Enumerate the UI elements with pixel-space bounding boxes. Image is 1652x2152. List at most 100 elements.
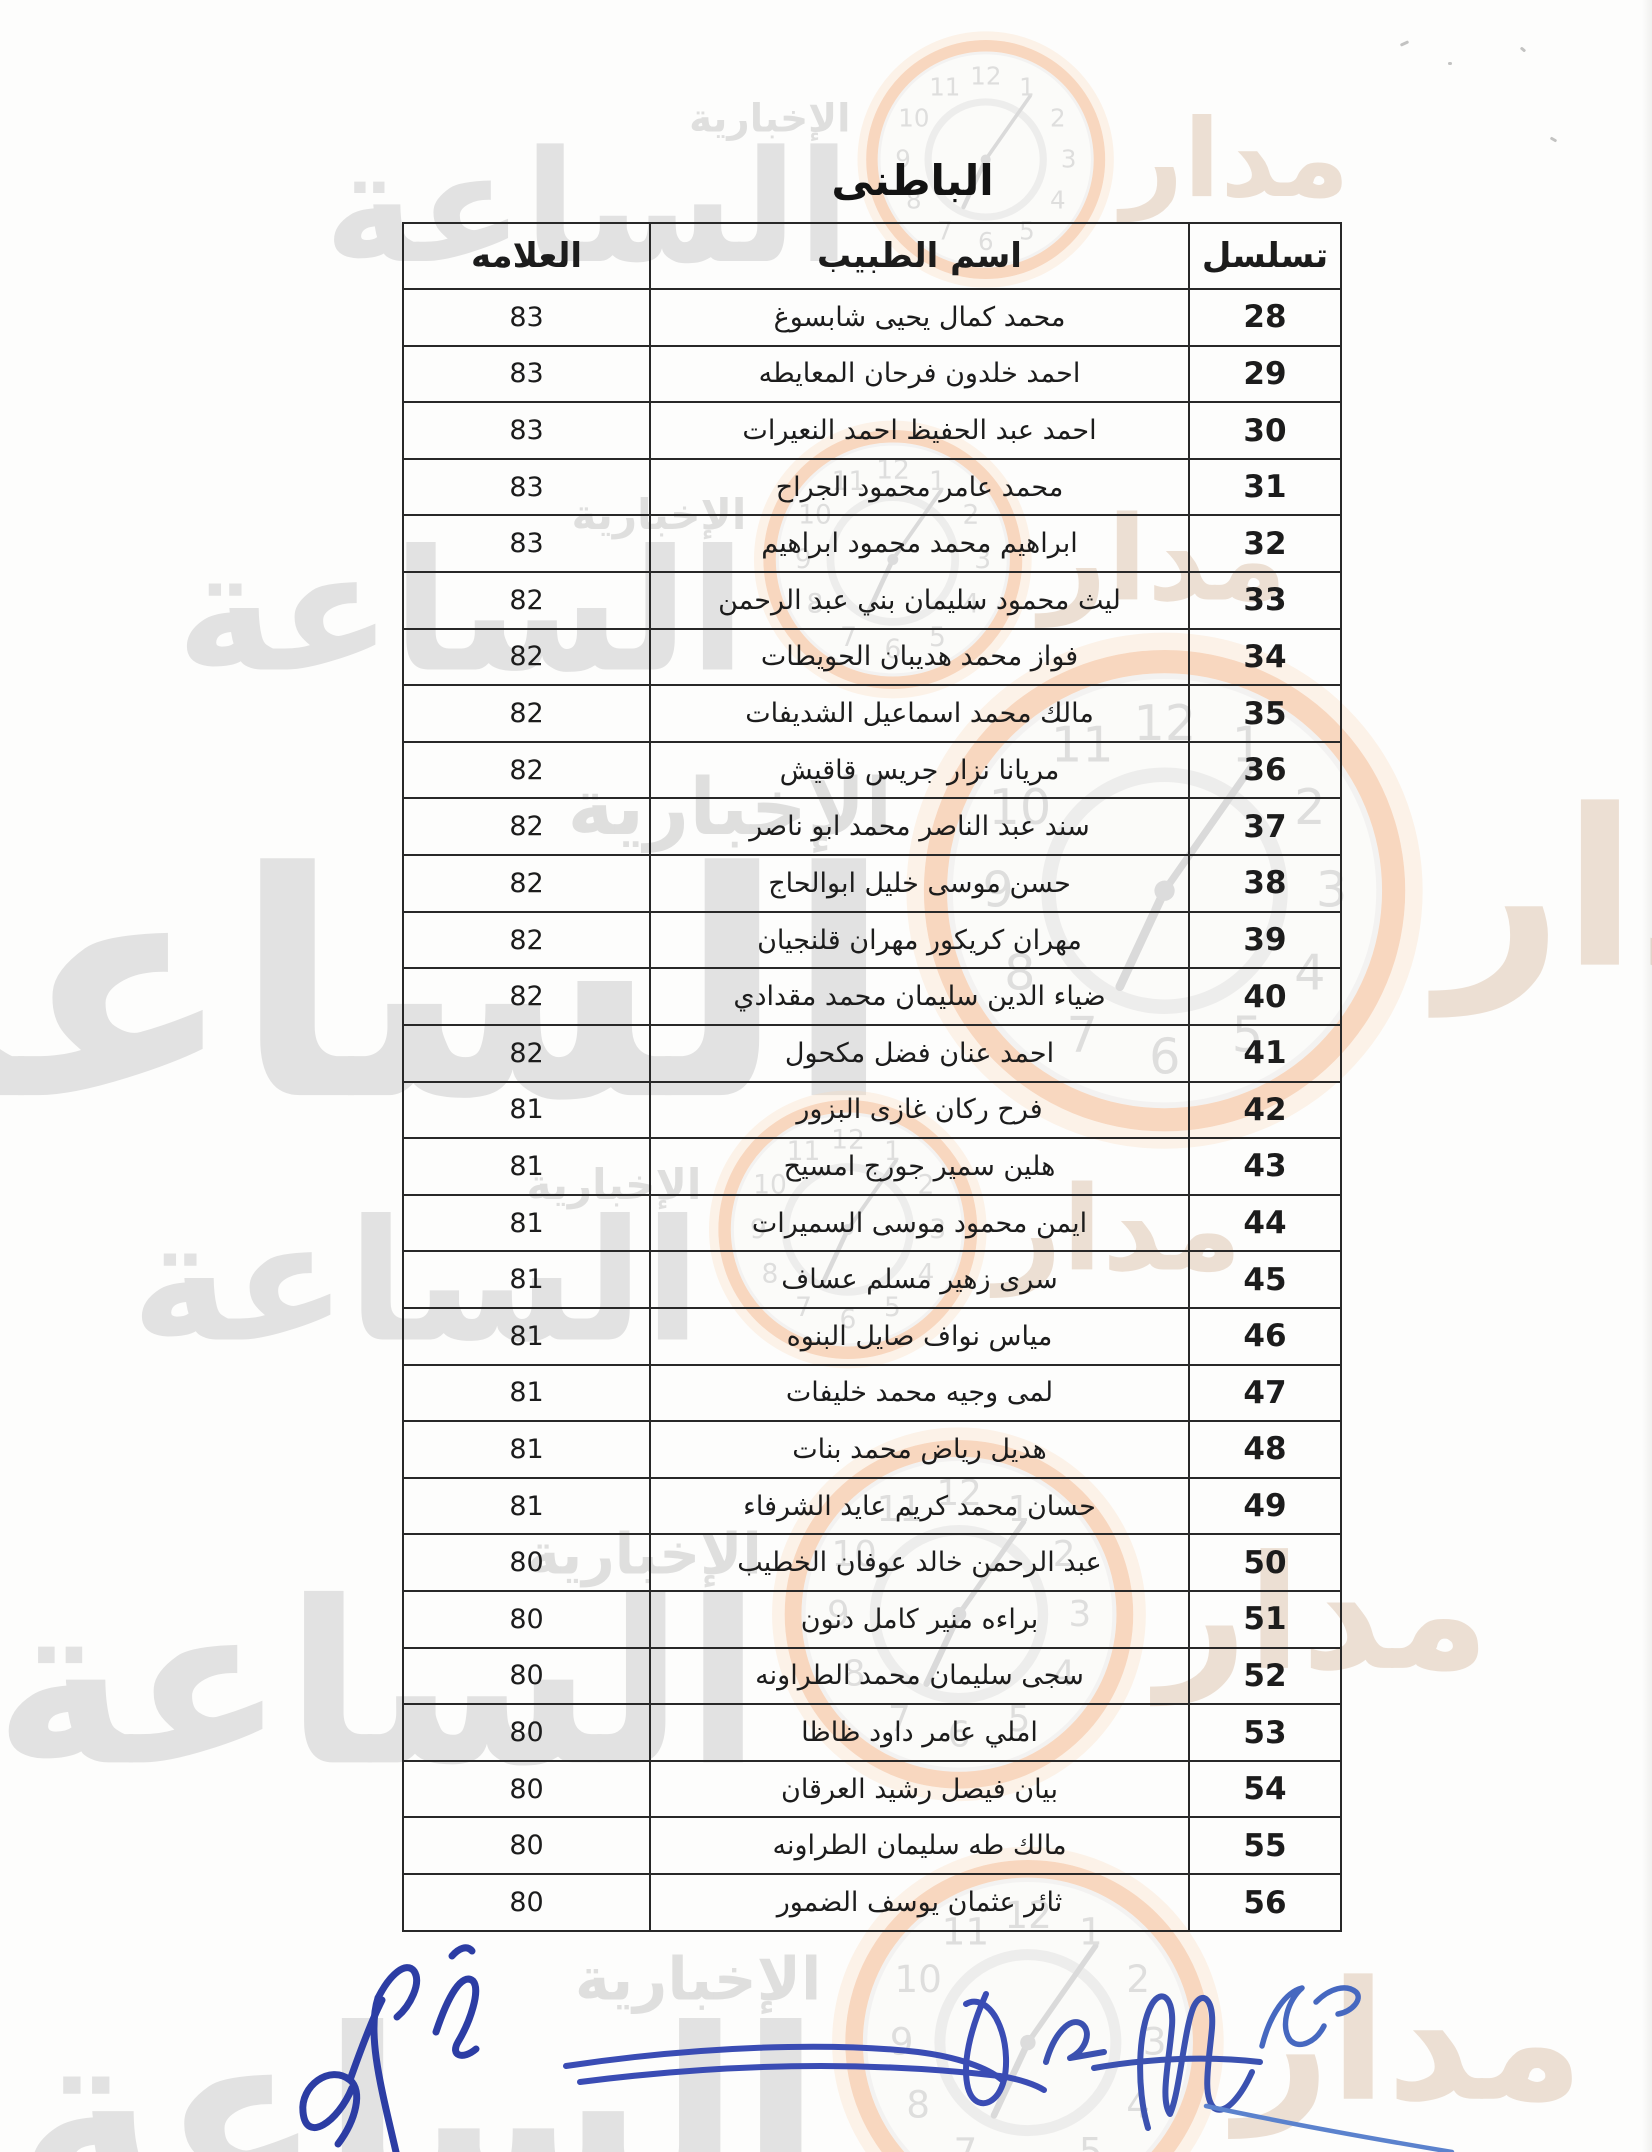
- serial-cell: 51: [1188, 1590, 1342, 1649]
- clock-numeral: 4: [1126, 2083, 1151, 2128]
- doctor-name-cell: مالك طه سليمان الطراونه: [649, 1816, 1190, 1876]
- watermark-text-block: الإخبارية الساعة: [17, 1945, 821, 2152]
- doctor-name-cell: ابراهيم محمد محمود ابراهيم: [649, 514, 1190, 574]
- header-row: تسلسل اسم الطبيب العلامه: [402, 222, 1342, 290]
- signature-5: [1203, 2103, 1455, 2152]
- doctor-name-cell: سجى سليمان محمد الطراونه: [649, 1646, 1190, 1706]
- doctor-name-cell: هديل رياض محمد بنات: [649, 1420, 1190, 1479]
- table-row: 54 بيان فيصل رشيد العرقان 80: [402, 1759, 1342, 1819]
- clock-numeral: 12: [970, 62, 1002, 92]
- doctor-name-cell: فواز محمد هديبان الحويطات: [649, 627, 1190, 687]
- table-row: 34 فواز محمد هديبان الحويطات 82: [402, 627, 1342, 687]
- serial-cell: 52: [1188, 1646, 1342, 1706]
- table-row: 45 سرى زهير مسلم عساف 81: [402, 1250, 1342, 1309]
- serial-cell: 56: [1188, 1873, 1342, 1932]
- mark-cell: 81: [402, 1306, 651, 1366]
- doctor-name-cell: فرح ركان غازى البزور: [649, 1080, 1190, 1140]
- mark-cell: 81: [402, 1476, 651, 1536]
- clock-numeral: 8: [906, 2083, 931, 2128]
- doctor-name-cell: سرى زهير مسلم عساف: [649, 1250, 1190, 1309]
- serial-cell: 38: [1188, 854, 1342, 913]
- table-row: 46 مياس نواف صايل البنوه 81: [402, 1306, 1342, 1366]
- doctor-name-cell: عبد الرحمن خالد عوفان الخطيب: [649, 1533, 1190, 1593]
- mark-cell: 83: [402, 401, 651, 460]
- table-row: 30 احمد عبد الحفيظ احمد النعيرات 83: [402, 401, 1342, 460]
- doctor-name-cell: مالك محمد اسماعيل الشديفات: [649, 684, 1190, 743]
- mark-cell: 82: [402, 1023, 651, 1083]
- doctor-name-cell: حسن موسى خليل ابوالحاج: [649, 854, 1190, 913]
- mark-cell: 80: [402, 1646, 651, 1706]
- signature-1: [299, 1944, 480, 2152]
- watermark-subtitle: الإخبارية: [689, 95, 851, 141]
- doctor-name-cell: مياس نواف صايل البنوه: [649, 1306, 1190, 1366]
- header-mark: العلامه: [402, 222, 651, 290]
- serial-cell: 28: [1188, 288, 1342, 347]
- doctor-name-cell: حسان محمد كريم عايد الشرفاء: [649, 1476, 1190, 1536]
- table-row: 33 ليث محمود سليمان بني عبد الرحمن 82: [402, 571, 1342, 630]
- table-row: 38 حسن موسى خليل ابوالحاج 82: [402, 854, 1342, 913]
- header-doctor-name: اسم الطبيب: [649, 222, 1190, 290]
- serial-cell: 54: [1188, 1759, 1342, 1819]
- clock-numeral: 1: [1019, 73, 1035, 102]
- table-row: 50 عبد الرحمن خالد عوفان الخطيب 80: [402, 1533, 1342, 1593]
- serial-cell: 49: [1188, 1476, 1342, 1536]
- doctor-name-cell: محمد عامر محمود الجراح: [649, 457, 1190, 517]
- mark-cell: 81: [402, 1193, 651, 1253]
- mark-cell: 83: [402, 288, 651, 347]
- table-row: 35 مالك محمد اسماعيل الشديفات 82: [402, 684, 1342, 743]
- serial-cell: 33: [1188, 571, 1342, 630]
- mark-cell: 80: [402, 1873, 651, 1932]
- table-row: 42 فرح ركان غازى البزور 81: [402, 1080, 1342, 1140]
- table-body: 28 محمد كمال يحيى شابسوغ 83 29 احمد خلدو…: [402, 288, 1342, 1932]
- clock-numeral: 6: [1016, 2147, 1040, 2152]
- clock-numeral: 2: [1126, 1957, 1151, 2002]
- table-header: تسلسل اسم الطبيب العلامه: [402, 222, 1342, 290]
- table-row: 43 هلين سمير جورج امسيح 81: [402, 1137, 1342, 1196]
- doctor-name-cell: مهران كريكور مهران قلنجيان: [649, 910, 1190, 970]
- mark-cell: 80: [402, 1533, 651, 1593]
- doctor-name-cell: ايمن محمود موسى السميرات: [649, 1193, 1190, 1253]
- table-row: 29 احمد خلدون فرحان المعايطه 83: [402, 344, 1342, 404]
- serial-cell: 36: [1188, 740, 1342, 800]
- clock-numeral: 2: [1050, 104, 1066, 133]
- mark-cell: 82: [402, 797, 651, 857]
- table-row: 32 ابراهيم محمد محمود ابراهيم 83: [402, 514, 1342, 574]
- mark-cell: 80: [402, 1759, 651, 1819]
- scan-speck: [1399, 40, 1410, 47]
- doctor-name-cell: براءه منير كامل دنون: [649, 1590, 1190, 1649]
- serial-cell: 31: [1188, 457, 1342, 517]
- table-row: 39 مهران كريكور مهران قلنجيان 82: [402, 910, 1342, 970]
- serial-cell: 43: [1188, 1137, 1342, 1196]
- mark-cell: 82: [402, 684, 651, 743]
- serial-cell: 44: [1188, 1193, 1342, 1253]
- watermark-subtitle: الإخبارية: [574, 1944, 822, 2015]
- serial-cell: 48: [1188, 1420, 1342, 1479]
- doctor-name-cell: مريانا نزار جريس قاقيش: [649, 740, 1190, 800]
- serial-cell: 46: [1188, 1306, 1342, 1366]
- table-row: 53 املي عامر داود ظاظا 80: [402, 1703, 1342, 1762]
- serial-cell: 47: [1188, 1363, 1342, 1423]
- mark-cell: 82: [402, 967, 651, 1026]
- scan-edge-shade: [1642, 0, 1652, 2152]
- doctor-name-cell: ليث محمود سليمان بني عبد الرحمن: [649, 571, 1190, 630]
- scan-speck: [1519, 46, 1527, 53]
- clock-numeral: 11: [929, 73, 961, 102]
- mark-cell: 82: [402, 910, 651, 970]
- clock-numeral: 9: [889, 2020, 914, 2065]
- table-row: 55 مالك طه سليمان الطراونه 80: [402, 1816, 1342, 1876]
- table-row: 37 سند عبد الناصر محمد ابو ناصر 82: [402, 797, 1342, 857]
- serial-cell: 50: [1188, 1533, 1342, 1593]
- doctor-name-cell: ثائر عثمان يوسف الضمور: [649, 1873, 1190, 1932]
- watermark-brand: الساعة: [17, 1977, 822, 2152]
- table-row: 49 حسان محمد كريم عايد الشرفاء 81: [402, 1476, 1342, 1536]
- mark-cell: 80: [402, 1816, 651, 1876]
- mark-cell: 83: [402, 344, 651, 404]
- table-row: 36 مريانا نزار جريس قاقيش 82: [402, 740, 1342, 800]
- serial-cell: 42: [1188, 1080, 1342, 1140]
- serial-cell: 29: [1188, 344, 1342, 404]
- doctor-name-cell: املي عامر داود ظاظا: [649, 1703, 1190, 1762]
- doctor-name-cell: محمد كمال يحيى شابسوغ: [649, 288, 1190, 347]
- table-row: 41 احمد عنان فضل مكحول 82: [402, 1023, 1342, 1083]
- mark-cell: 81: [402, 1250, 651, 1309]
- mark-cell: 80: [402, 1590, 651, 1649]
